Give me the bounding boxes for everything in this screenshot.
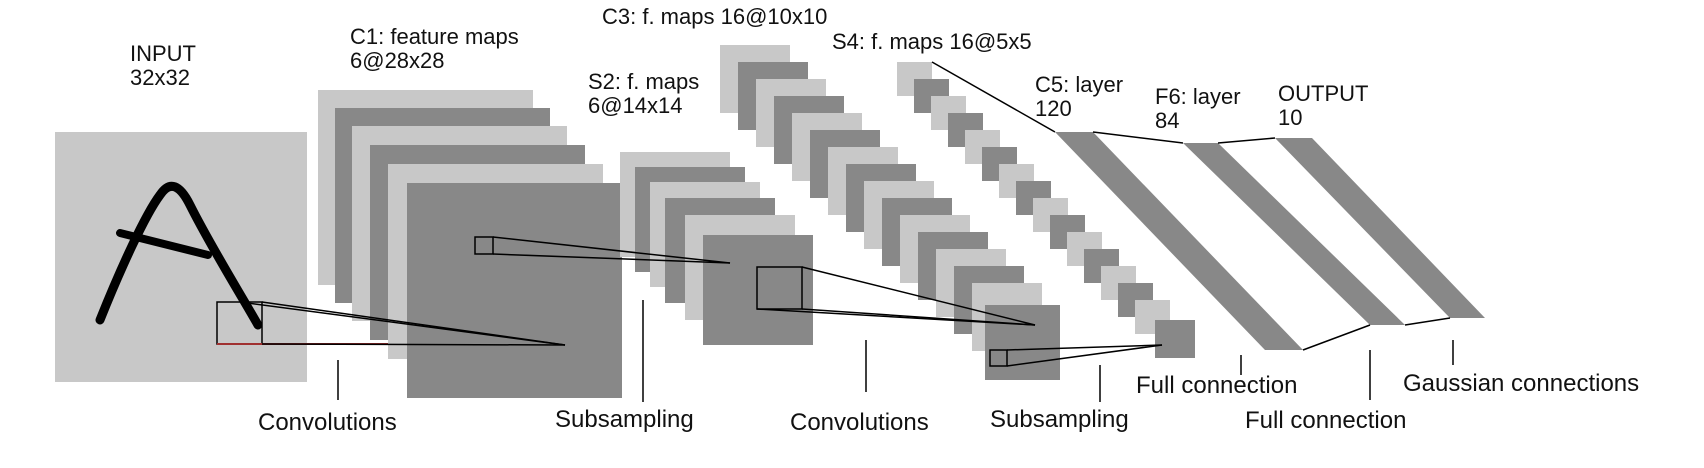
c5-size: 120 bbox=[1035, 96, 1072, 121]
s4-map bbox=[1155, 320, 1195, 358]
c3-map bbox=[985, 305, 1060, 380]
s2-label: S2: f. maps 6@14x14 bbox=[588, 70, 699, 118]
fc-layers bbox=[1055, 132, 1485, 350]
output-name: OUTPUT bbox=[1278, 81, 1369, 106]
s2-name: S2: f. maps bbox=[588, 69, 700, 94]
operation-ticks bbox=[337, 300, 1454, 402]
c1-size: 6@28x28 bbox=[350, 48, 445, 73]
s4-name: S4: f. maps 16@5x5 bbox=[832, 29, 1032, 54]
connection-lines bbox=[239, 61, 1451, 367]
op-convolutions-1: Convolutions bbox=[258, 409, 397, 436]
input-label: INPUT 32x32 bbox=[130, 42, 196, 90]
s2-receptive-field bbox=[756, 266, 803, 310]
f6-label: F6: layer 84 bbox=[1155, 85, 1241, 133]
c3-label: C3: f. maps 16@10x10 bbox=[602, 5, 827, 29]
c3-stack bbox=[720, 45, 1060, 380]
op-full-connection-1: Full connection bbox=[1136, 372, 1298, 399]
s4-stack bbox=[897, 62, 1195, 358]
f6-layer bbox=[1183, 143, 1405, 325]
c5-label: C5: layer 120 bbox=[1035, 73, 1123, 121]
op-convolutions-2: Convolutions bbox=[790, 409, 929, 436]
c1-name: C1: feature maps bbox=[350, 24, 519, 49]
c1-map-6 bbox=[407, 183, 622, 398]
output-label: OUTPUT 10 bbox=[1278, 82, 1368, 130]
input-square bbox=[55, 132, 307, 382]
op-full-connection-2: Full connection bbox=[1245, 407, 1407, 434]
c3-name: C3: f. maps 16@10x10 bbox=[602, 4, 828, 29]
op-subsampling-1: Subsampling bbox=[555, 406, 694, 433]
f6-size: 84 bbox=[1155, 108, 1180, 133]
op-subsampling-2: Subsampling bbox=[990, 406, 1129, 433]
c1-receptive-field bbox=[474, 236, 494, 255]
c1-stack bbox=[318, 90, 622, 398]
c1-label: C1: feature maps 6@28x28 bbox=[350, 25, 519, 73]
letter-a-crossbar bbox=[116, 229, 212, 259]
input-image bbox=[55, 132, 390, 382]
c5-layer bbox=[1055, 132, 1303, 350]
s2-map-6 bbox=[703, 235, 813, 345]
c3-receptive-field bbox=[989, 349, 1008, 367]
s2-size: 6@14x14 bbox=[588, 93, 683, 118]
c5-name: C5: layer bbox=[1035, 72, 1124, 97]
op-gaussian-connections: Gaussian connections bbox=[1403, 370, 1640, 397]
output-size: 10 bbox=[1278, 105, 1303, 130]
output-layer bbox=[1275, 138, 1485, 318]
input-size: 32x32 bbox=[130, 65, 190, 90]
letter-a-stroke bbox=[95, 181, 263, 330]
input-name: INPUT bbox=[130, 41, 196, 66]
s2-stack bbox=[620, 152, 813, 345]
f6-name: F6: layer bbox=[1155, 84, 1241, 109]
s4-label: S4: f. maps 16@5x5 bbox=[832, 30, 1032, 54]
